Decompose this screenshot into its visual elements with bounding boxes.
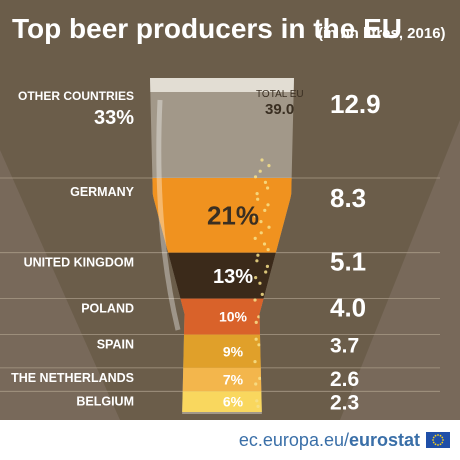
bubble [254,276,258,280]
bubble [260,158,264,162]
bubble [267,225,271,229]
bubble [254,382,258,386]
bubble [254,337,258,341]
footer-link[interactable]: ec.europa.eu/eurostat [239,430,420,451]
category-label: GERMANY [70,185,135,199]
value-label: 12.9 [330,89,381,119]
footer: ec.europa.eu/eurostat [0,420,460,460]
share-label: 10% [219,309,248,325]
category-label: UNITED KINGDOM [24,256,134,270]
bubble [256,404,260,408]
bubble [253,236,257,240]
bubble [263,208,267,212]
bubble [253,360,257,364]
value-label: 5.1 [330,247,366,277]
value-label: 3.7 [330,335,359,358]
bubble [258,169,262,173]
category-label: BELGIUM [76,394,134,408]
bubble [264,270,268,274]
beer-layer [150,367,294,392]
category-label: OTHER COUNTRIES [18,89,134,103]
category-label: THE NETHERLANDS [11,371,134,385]
bubble [259,231,263,235]
chart-subtitle: (in bn litres, 2016) [318,25,446,42]
bubble [267,164,271,168]
bubble [257,343,261,347]
category-label: SPAIN [97,338,134,352]
bubble [254,320,258,324]
background-stripe-left [0,150,120,420]
share-label: 13% [213,266,253,288]
total-value: 39.0 [265,101,294,118]
beer-layer [150,178,294,253]
bubble [255,192,259,196]
bubble [253,175,258,179]
bubble [256,197,260,201]
background-stripe-right [340,120,460,420]
value-label: 8.3 [330,183,366,213]
bubble [265,264,270,268]
total-label: TOTAL EU [256,89,304,100]
share-label: 33% [94,107,134,129]
bubble [256,253,260,257]
share-label: 21% [207,201,259,231]
bubble [258,281,262,285]
bubble [255,259,259,263]
beer-glass-chart: Top beer producers in the EU (in bn litr… [0,13,460,420]
bubble [262,242,267,246]
bubble [266,203,270,207]
bubble [258,376,262,380]
category-label: POLAND [81,302,134,316]
glass-foam-rim [150,78,294,92]
bubble [255,399,259,403]
value-label: 2.3 [330,391,359,414]
eu-flag-icon [426,432,450,448]
share-label: 6% [223,394,244,410]
bubble [263,180,268,184]
bubble [260,292,264,296]
share-label: 9% [223,343,244,359]
bubble [253,298,257,302]
value-label: 2.6 [330,368,359,391]
footer-domain: ec.europa.eu/ [238,430,349,450]
bubble [259,220,263,224]
bubble [253,214,257,218]
footer-brand: eurostat [348,430,420,450]
value-label: 4.0 [330,293,366,323]
chart-title: Top beer producers in the EU [12,13,402,44]
bubble [266,248,270,252]
glass-highlight [156,99,181,331]
bubble [265,186,270,190]
share-label: 7% [223,372,244,388]
